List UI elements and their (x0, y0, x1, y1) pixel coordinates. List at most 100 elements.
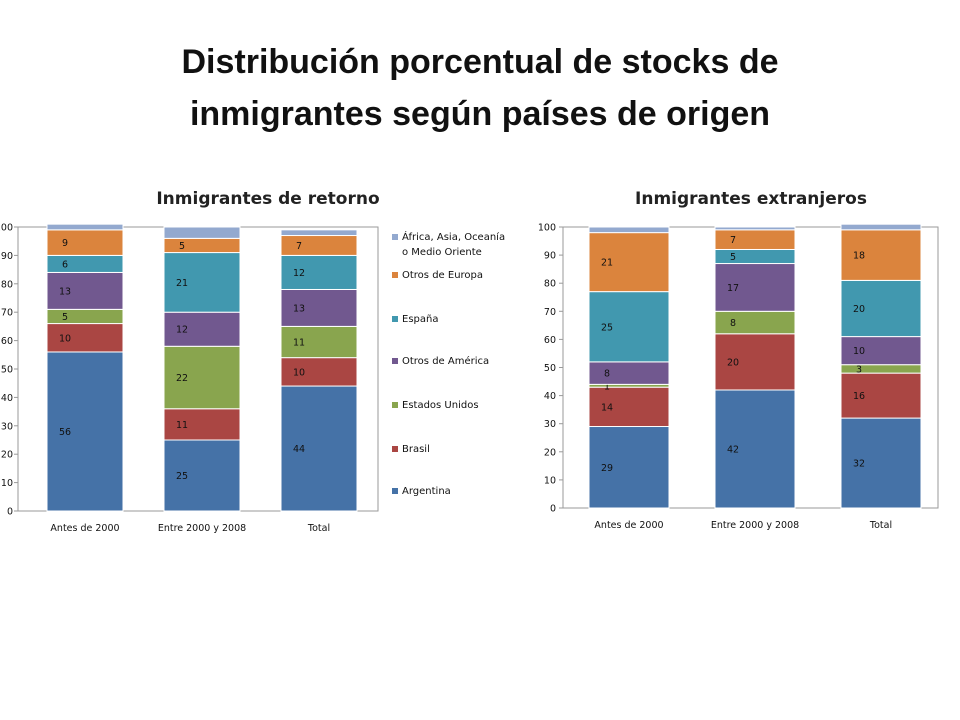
bar-segment (163, 226, 241, 239)
data-label: 7 (296, 241, 302, 252)
data-label: 7 (730, 235, 736, 246)
data-label: 11 (293, 338, 305, 349)
legend-swatch (392, 446, 398, 452)
bar-segment (280, 385, 358, 512)
x-category-label: Entre 2000 y 2008 (711, 520, 799, 531)
y-tick-label: 0 (550, 504, 556, 515)
legend-label: Otros de Europa (402, 270, 483, 281)
bar-segment (588, 426, 670, 509)
legend-label: África, Asia, Oceanía (402, 230, 505, 243)
bar-segment (714, 333, 796, 391)
legend-swatch (392, 488, 398, 494)
y-tick-label: 30 (544, 419, 556, 430)
y-tick-label: 10 (544, 475, 556, 486)
y-tick-label: 90 (1, 251, 13, 262)
bar-segment (714, 310, 796, 335)
y-tick-label: 80 (544, 279, 556, 290)
data-label: 8 (604, 369, 610, 380)
bar-segment (714, 226, 796, 231)
legend: África, Asia, Oceanía o Medio Oriente Otro… (392, 230, 505, 497)
y-tick-label: 0 (7, 507, 13, 518)
bar-segment (588, 386, 670, 428)
y-tick-label: 70 (544, 307, 556, 318)
bar-segment (280, 357, 358, 387)
data-label: 9 (62, 238, 68, 249)
bar-segment (46, 351, 124, 512)
data-label: 12 (293, 268, 305, 279)
y-tick-label: 60 (544, 335, 556, 346)
y-tick-label: 20 (1, 450, 13, 461)
bar-segment (46, 254, 124, 273)
data-label: 10 (59, 333, 71, 344)
bar-segment (840, 372, 922, 419)
bar-segment (840, 364, 922, 374)
data-label: 3 (856, 364, 862, 375)
data-label: 44 (293, 444, 305, 455)
bar-segment (714, 248, 796, 265)
legend-swatch (392, 316, 398, 322)
bar-segment (588, 226, 670, 234)
bar-segment (280, 288, 358, 327)
legend-swatch (392, 358, 398, 364)
bar-segment (163, 345, 241, 410)
chart-2: Inmigrantes extranjeros 0 10 20 30 40 50 60 70 80… (538, 189, 939, 531)
chart-title: Inmigrantes de retorno (156, 189, 379, 209)
legend-label: Estados Unidos (402, 400, 479, 411)
y-tick-label: 100 (538, 223, 556, 234)
data-label: 16 (853, 391, 865, 402)
legend-label: Argentina (402, 486, 451, 497)
page-title-line-2: inmigrantes según países de origen (189, 95, 771, 133)
bar-segment (588, 232, 670, 293)
legend-label: Brasil (402, 444, 430, 455)
data-label: 22 (176, 373, 188, 384)
data-label: 20 (853, 304, 865, 315)
y-tick-label: 90 (544, 251, 556, 262)
page-title: Distribución porcentual de stocks de inm… (0, 36, 960, 140)
chart-1: Inmigrantes de retorno 0 10 20 30 40 50 60 70 80 9… (0, 189, 380, 534)
legend-label: Otros de América (402, 355, 489, 367)
x-category-label: Total (307, 523, 330, 534)
bar-segment (46, 308, 124, 325)
y-tick-label: 100 (0, 223, 13, 234)
data-label: 29 (601, 463, 613, 474)
bar-segment (163, 252, 241, 313)
bar-segment (714, 229, 796, 250)
data-label: 21 (176, 278, 188, 289)
page-title-line-1: Distribución porcentual de stocks de (181, 43, 779, 81)
x-category-label: Antes de 2000 (50, 523, 119, 534)
legend-swatch (392, 272, 398, 278)
data-label: 10 (293, 367, 305, 378)
data-label: 14 (601, 402, 613, 413)
data-label: 5 (179, 241, 185, 252)
data-label: 21 (601, 258, 613, 269)
bar-segment (163, 311, 241, 347)
x-category-label: Antes de 2000 (594, 520, 663, 531)
data-label: 13 (293, 303, 305, 314)
bar-segment (714, 263, 796, 312)
bar-segment (46, 271, 124, 310)
bar-segment (163, 237, 241, 254)
bar-segment (163, 439, 241, 512)
y-tick-label: 40 (544, 391, 556, 402)
data-label: 13 (59, 286, 71, 297)
y-tick-label: 40 (1, 393, 13, 404)
chart-title: Inmigrantes extranjeros (635, 189, 867, 209)
data-label: 20 (727, 357, 739, 368)
data-label: 8 (730, 318, 736, 329)
y-tick-label: 70 (1, 308, 13, 319)
y-tick-label: 50 (544, 363, 556, 374)
legend-label: o Medio Oriente (402, 247, 482, 258)
y-tick-label: 60 (1, 336, 13, 347)
legend-label: España (402, 314, 438, 325)
bar-segment (46, 323, 124, 353)
bar-segment (840, 279, 922, 338)
data-label: 56 (59, 427, 71, 438)
x-category-label: Total (869, 520, 892, 531)
y-tick-label: 30 (1, 421, 13, 432)
data-label: 25 (176, 471, 188, 482)
bar-segment (280, 254, 358, 290)
legend-swatch (392, 234, 398, 240)
y-tick-label: 20 (544, 447, 556, 458)
data-label: 1 (604, 381, 610, 392)
